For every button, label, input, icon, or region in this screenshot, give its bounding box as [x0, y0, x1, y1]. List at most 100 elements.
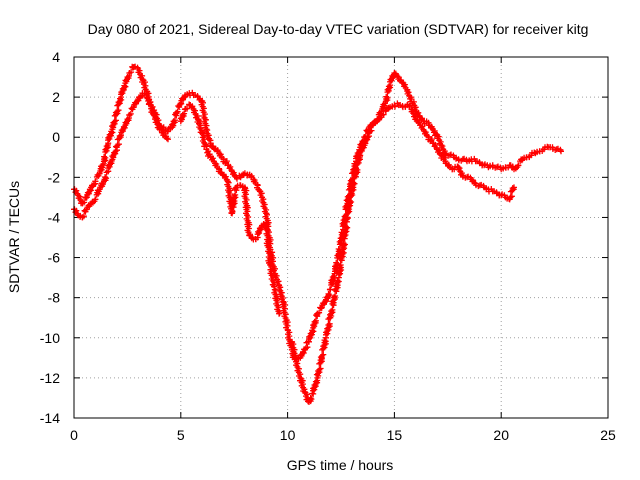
upper-trace-point	[128, 69, 135, 76]
upper-trace-point	[326, 292, 333, 299]
lower-trace-point	[115, 141, 122, 148]
lower-trace-point	[308, 396, 315, 403]
lower-trace-point	[184, 105, 191, 112]
lower-trace-point	[346, 197, 353, 204]
upper-trace-point	[304, 344, 311, 351]
lower-trace-point	[316, 366, 323, 373]
lower-trace-point	[326, 320, 333, 327]
lower-trace-point	[271, 283, 278, 290]
lower-trace-point	[151, 107, 158, 114]
lower-trace-point	[116, 132, 123, 139]
lower-trace-point	[337, 262, 344, 268]
data-points	[71, 63, 564, 405]
upper-trace-point	[101, 153, 108, 160]
upper-trace-point	[312, 317, 319, 324]
lower-trace-point	[229, 208, 236, 215]
lower-trace-point	[231, 193, 238, 200]
lower-trace-point	[232, 191, 239, 198]
lower-point	[276, 310, 283, 317]
lower-trace-point	[317, 365, 324, 372]
y-tick-label: 4	[52, 49, 60, 65]
chart-title: Day 080 of 2021, Sidereal Day-to-day VTE…	[88, 21, 589, 37]
lower-trace-point	[319, 352, 326, 359]
lower-trace-point	[353, 165, 360, 172]
upper-trace-point	[325, 290, 332, 297]
lower-trace-point	[312, 378, 319, 385]
lower-trace-point	[508, 193, 515, 200]
lower-trace-point	[354, 166, 361, 173]
lower-trace-point	[181, 110, 188, 117]
lower-trace-point	[329, 306, 336, 313]
axis-ticks: 0 5 10 15 20 25 -14 -12 -10 -8 -6 -4 -2 0 2 4	[40, 49, 616, 443]
lower-trace-point	[328, 308, 335, 315]
lower-trace-point	[509, 185, 516, 192]
lower-trace-point	[332, 293, 339, 299]
upper-trace-point	[311, 318, 318, 325]
upper-trace-point	[174, 108, 181, 115]
x-axis-label: GPS time / hours	[287, 457, 394, 473]
upper-trace-point	[111, 118, 118, 125]
lower-trace-point	[350, 179, 357, 186]
lower-trace-point	[351, 180, 358, 187]
upper-trace-point	[234, 175, 240, 182]
y-tick-label: -14	[40, 410, 60, 426]
x-tick-label: 25	[600, 427, 616, 443]
upper-trace-point	[113, 117, 119, 124]
lower-trace-point	[380, 111, 387, 118]
upper-trace-point	[114, 108, 121, 115]
lower-trace-point	[99, 181, 106, 188]
x-tick-label: 10	[280, 427, 296, 443]
upper-trace-point	[333, 259, 340, 266]
x-tick-label: 20	[493, 427, 509, 443]
x-tick-label: 15	[387, 427, 403, 443]
lower-trace-point	[348, 199, 355, 205]
lower-trace-point	[102, 174, 109, 180]
lower-trace-point	[340, 240, 347, 247]
upper-trace-point	[115, 107, 122, 114]
upper-trace-point	[102, 154, 109, 161]
upper-trace-point	[92, 178, 99, 185]
lower-trace-point	[92, 196, 99, 203]
lower-trace-point	[392, 103, 398, 110]
grid-lines	[74, 57, 608, 418]
lower-trace-point	[343, 214, 350, 221]
upper-point	[558, 148, 564, 155]
y-axis-label: SDTVAR / TECUs	[6, 181, 22, 293]
lower-trace-point	[325, 322, 332, 328]
upper-trace-point	[384, 94, 391, 101]
lower-trace-point	[127, 110, 134, 117]
x-tick-label: 5	[177, 427, 185, 443]
upper-trace-point	[385, 83, 392, 90]
y-tick-label: -2	[48, 169, 61, 185]
upper-trace-point	[81, 199, 88, 206]
lower-trace-point	[228, 210, 235, 216]
y-tick-label: 2	[52, 89, 60, 105]
lower-trace-point	[342, 223, 349, 230]
y-tick-label: -8	[48, 290, 61, 306]
lower-point	[165, 136, 171, 143]
y-tick-label: -10	[40, 330, 60, 346]
y-tick-label: -6	[48, 250, 61, 266]
lower-trace-point	[80, 213, 87, 220]
x-tick-label: 0	[70, 427, 78, 443]
y-tick-label: -4	[48, 209, 61, 225]
upper-trace-point	[170, 118, 177, 125]
upper-trace-point	[515, 162, 522, 169]
upper-trace-point	[317, 305, 324, 312]
y-tick-label: -12	[40, 370, 60, 386]
lower-trace-point	[336, 263, 343, 270]
lower-point	[511, 184, 517, 191]
lower-trace-point	[368, 127, 375, 134]
lower-trace-point	[320, 351, 327, 358]
upper-trace-point	[326, 286, 333, 293]
plot-frame	[73, 56, 609, 419]
upper-trace-point	[171, 117, 178, 124]
lower-trace-point	[330, 294, 337, 301]
upper-trace-point	[383, 93, 390, 100]
y-tick-label: 0	[52, 129, 60, 145]
upper-trace-point	[316, 309, 323, 316]
lower-trace-point	[103, 175, 110, 182]
upper-trace-point	[329, 274, 336, 280]
lower-trace-point	[307, 395, 314, 401]
